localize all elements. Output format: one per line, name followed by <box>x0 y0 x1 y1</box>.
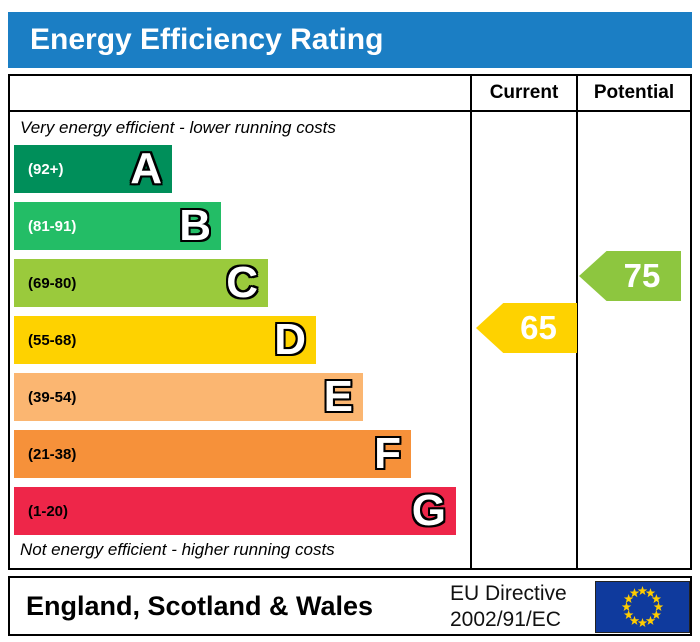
eu-directive-line1: EU Directive <box>450 582 567 605</box>
band-range-e: (39-54) <box>28 388 77 406</box>
potential-rating-value: 75 <box>623 257 661 294</box>
region-label: England, Scotland & Wales <box>26 590 374 621</box>
band-bar-a: (92+) A <box>14 145 172 193</box>
column-divider-current <box>470 76 472 568</box>
page-title: Energy Efficiency Rating <box>30 23 384 56</box>
title-bar: Energy Efficiency Rating <box>8 12 692 68</box>
band-bar-b: (81-91) B <box>14 202 221 250</box>
band-letter-e: E <box>323 372 353 421</box>
band-letter-a: A <box>130 144 162 193</box>
band-range-f: (21-38) <box>28 445 77 463</box>
band-bar-g: (1-20) G <box>14 487 456 535</box>
band-letter-d: D <box>274 315 306 364</box>
potential-column-header: Potential <box>593 82 675 103</box>
eu-directive-line2: 2002/91/EC <box>450 608 561 631</box>
band-bar-c: (69-80) C <box>14 259 268 307</box>
top-caption: Very energy efficient - lower running co… <box>20 118 336 137</box>
band-letter-g: G <box>411 486 446 535</box>
eu-flag-icon <box>595 581 690 633</box>
band-range-c: (69-80) <box>28 274 77 292</box>
band-letter-b: B <box>179 201 211 250</box>
band-range-b: (81-91) <box>28 217 77 235</box>
header-divider <box>10 110 690 112</box>
band-letter-c: C <box>226 258 258 307</box>
bottom-caption: Not energy efficient - higher running co… <box>20 540 335 559</box>
footer: England, Scotland & Wales EU Directive 2… <box>8 576 692 636</box>
eu-flag-stars <box>621 586 664 628</box>
band-range-g: (1-20) <box>28 502 69 520</box>
current-column-header: Current <box>489 82 559 103</box>
eu-directive-label: EU Directive 2002/91/EC <box>450 581 567 633</box>
rating-bands: (92+) A (81-91) B (69-80) C (55-68) D (3… <box>14 145 456 544</box>
band-range-a: (92+) <box>28 160 64 178</box>
band-bar-d: (55-68) D <box>14 316 316 364</box>
band-range-d: (55-68) <box>28 331 77 349</box>
current-rating-value: 65 <box>520 309 557 346</box>
band-bar-f: (21-38) F <box>14 430 411 478</box>
band-bar-e: (39-54) E <box>14 373 363 421</box>
rating-table: Current Potential Very energy efficient … <box>8 74 692 570</box>
column-divider-potential <box>576 76 578 568</box>
band-letter-f: F <box>374 429 401 478</box>
